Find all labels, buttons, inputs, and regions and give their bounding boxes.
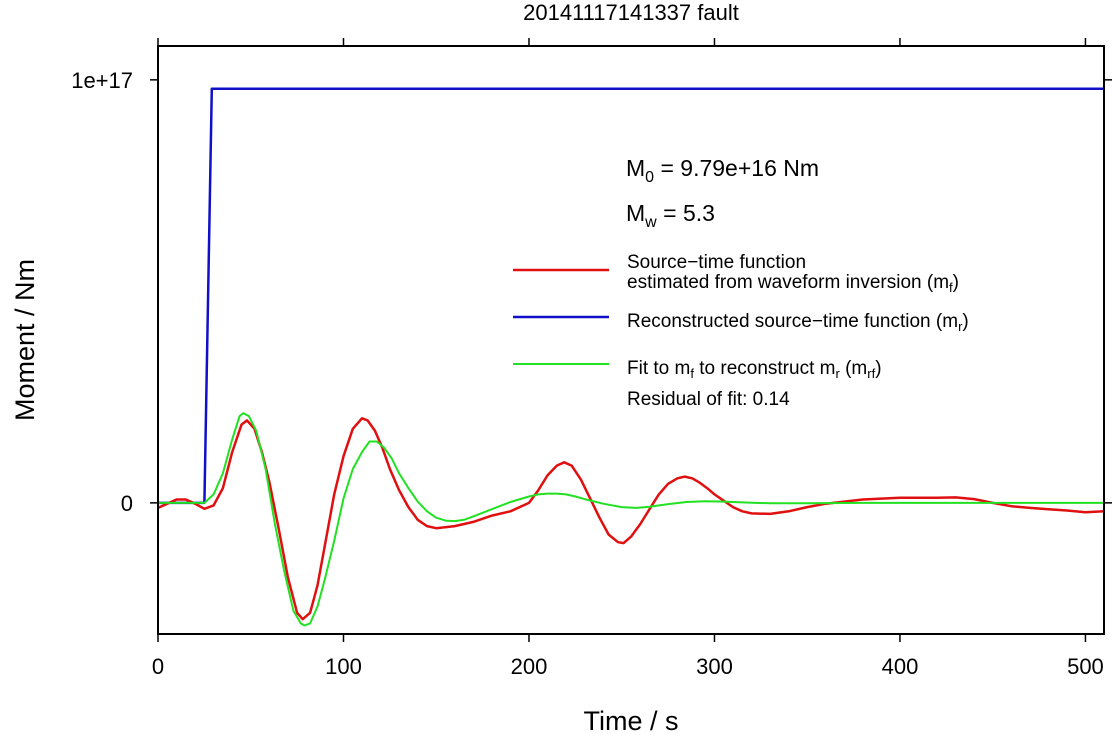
series-line-mrf xyxy=(158,412,1104,627)
x-tick-label: 0 xyxy=(152,654,164,679)
mw-subscript: w xyxy=(644,214,657,231)
legend: Source−time function estimated from wave… xyxy=(513,252,969,410)
x-tick-label: 500 xyxy=(1067,654,1104,679)
residual-text: Residual of fit: 0.14 xyxy=(627,389,790,410)
x-tick-label: 100 xyxy=(325,654,362,679)
mw-value: = 5.3 xyxy=(657,200,715,226)
x-tick-label: 400 xyxy=(882,654,919,679)
x-tick-label: 300 xyxy=(696,654,733,679)
series-layer xyxy=(158,87,1104,627)
x-axis-label: Time / s xyxy=(583,706,678,735)
y-tick-label: 1e+17 xyxy=(71,68,133,93)
m0-subscript: 0 xyxy=(645,169,654,186)
m0-symbol: M xyxy=(626,155,645,181)
x-tick-label: 200 xyxy=(511,654,548,679)
svg-text:Mw = 5.3: Mw = 5.3 xyxy=(626,200,715,231)
mw-symbol: M xyxy=(626,200,645,226)
plot-frame xyxy=(157,45,1105,635)
svg-text:M0 = 9.79e+16 Nm: M0 = 9.79e+16 Nm xyxy=(626,155,819,186)
series-line-mr xyxy=(158,87,1104,505)
legend-label-mr: Reconstructed source−time function (mr) xyxy=(627,311,969,334)
legend-label-mf-line1: Source−time function xyxy=(627,252,806,273)
legend-label-mf-line2: estimated from waveform inversion (mf) xyxy=(627,272,959,295)
mw-annotation: Mw = 5.3 xyxy=(626,200,715,231)
y-axis-label: Moment / Nm xyxy=(10,259,40,421)
chart-title: 20141117141337 fault xyxy=(523,0,739,25)
series-line-mf xyxy=(158,417,1104,621)
y-tick-label: 0 xyxy=(121,491,133,516)
tick-layer: 0 100 200 300 400 500 0 1e+17 xyxy=(71,38,1112,679)
m0-value: = 9.79e+16 Nm xyxy=(654,155,819,181)
legend-label-mrf: Fit to mf to reconstruct mr (mrf) xyxy=(627,358,882,381)
m0-annotation: M0 = 9.79e+16 Nm xyxy=(626,155,819,186)
